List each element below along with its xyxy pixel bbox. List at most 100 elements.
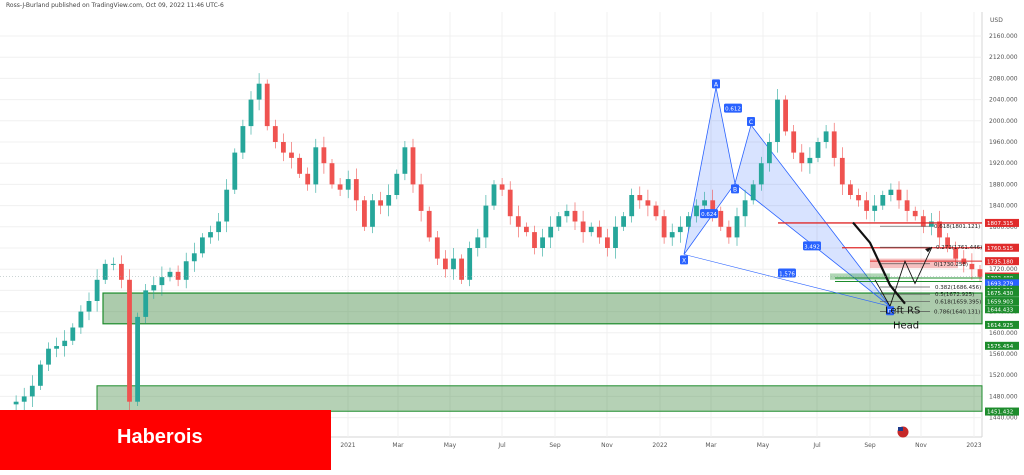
candle-body [167,271,173,278]
candle-body [297,157,302,174]
candle-body [386,195,392,206]
level-badge [985,257,1019,266]
watermark-banner: Haberois [0,410,331,470]
candle-body [791,131,797,153]
candle-body [572,210,578,222]
candle-body [402,147,408,174]
harmonic-point-label: B [733,186,737,193]
y-tick-label: 1480.000 [989,393,1018,400]
y-tick-label: 2120.000 [989,54,1018,61]
candle-body [94,279,100,301]
ratio-label: 1.576 [779,271,795,277]
candle-body [767,142,772,164]
harmonic-point-label: D [888,308,893,315]
level-badge-label: 1693.279 [987,282,1014,288]
candle-body [62,340,68,347]
harmonic-point-badge [731,184,739,194]
candle-body [78,311,84,328]
level-badge [985,297,1019,306]
candle-body [135,316,140,402]
candle-body [175,271,181,280]
candle-body [418,184,424,211]
candle-body [872,205,878,211]
level-badge [985,407,1019,416]
candle-body [880,195,886,206]
candle-body [750,184,756,201]
annotation-left-rs: Left RS [885,306,920,317]
candle-body [345,179,351,190]
candle-body [54,346,59,349]
x-tick-label: Nov [601,442,613,449]
candle-body [815,142,821,158]
candle-body [426,210,432,238]
harmonic-xd [683,254,891,307]
candle-body [289,152,294,158]
candle-body [256,83,262,100]
candle-body [621,216,626,227]
level-badge-label: 1807.315 [987,221,1014,227]
candle-body [548,226,554,238]
level-badge-label: 1451.432 [987,410,1013,416]
level-badge-label: 1760.515 [987,246,1014,252]
ratio-label: 0.624 [701,212,717,218]
candle-body [183,261,189,280]
candle-body [410,147,416,185]
candle-body [119,263,124,280]
y-tick-label: 1960.000 [989,139,1018,146]
watermark-label: Haberois [117,426,203,448]
candle-body [281,142,286,153]
candle-body [702,200,707,206]
projection-path [874,246,933,308]
fib-label: 0.5(1672.925) [935,292,974,298]
candle-body [945,237,950,248]
harmonic-point-badge [747,117,755,127]
candle-body [515,216,521,227]
candle-body [499,184,505,190]
candle-body [475,237,481,248]
y-tick-label: 2000.000 [989,118,1018,125]
support-zone-lower [96,385,983,412]
harmonic-point-label: A [714,81,719,88]
ratio-badge [778,268,796,278]
candle-body [378,200,383,206]
candle-body [353,179,359,201]
harmonic-point-label: C [749,119,753,126]
harmonic-point-badge [680,255,688,265]
candle-body [532,232,537,248]
candle-body [540,237,545,248]
candle-body [70,327,76,341]
candle-body [742,200,748,217]
y-tick-label: 1880.000 [989,181,1018,188]
candle-body [216,221,221,233]
candle-body [459,258,464,280]
candle-body [807,157,813,164]
level-badge-label: 1614.925 [987,323,1014,329]
candle-body [191,253,197,262]
level-badge [985,341,1019,350]
candle-body [264,83,270,127]
candle-body [86,301,92,312]
candle-body [29,385,35,397]
projection-down [852,221,906,305]
candle-body [102,263,108,280]
candle-body [329,163,335,185]
candle-body [21,396,27,402]
y-tick-label: 1720.000 [989,266,1018,273]
candle-body [653,205,659,217]
candle-body [694,205,699,217]
x-tick-label: Mar [705,442,717,449]
candle-body [524,226,529,233]
y-tick-label: 1440.000 [989,415,1018,422]
annotation-head: Head [893,320,919,331]
candle-body [613,226,618,248]
candle-body [896,189,902,201]
fib-label: 0.618(1659.395) [935,299,981,305]
publisher-header: Ross-J-Burland published on TradingView.… [6,2,224,9]
candle-body [143,290,149,317]
candle-body [864,200,869,211]
fib-label: 0.382(1686.456) [935,285,981,291]
candle-body [556,216,562,227]
candle-body [394,173,400,195]
